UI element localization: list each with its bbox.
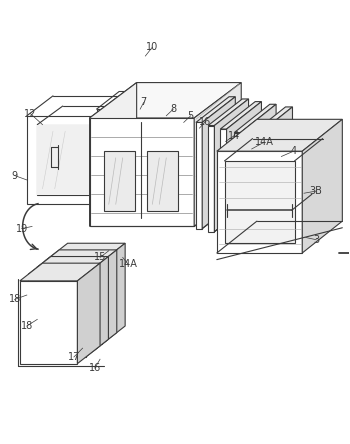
Text: 14: 14 xyxy=(228,131,240,141)
Polygon shape xyxy=(20,263,100,281)
Polygon shape xyxy=(249,136,256,242)
Polygon shape xyxy=(28,257,108,274)
Polygon shape xyxy=(37,125,114,195)
Text: 3: 3 xyxy=(313,235,319,245)
Polygon shape xyxy=(147,151,178,211)
Text: 7: 7 xyxy=(140,98,147,107)
Polygon shape xyxy=(208,126,215,232)
Text: 16: 16 xyxy=(198,117,211,127)
Text: 9: 9 xyxy=(12,170,18,181)
Polygon shape xyxy=(202,97,235,229)
Polygon shape xyxy=(234,104,276,133)
Polygon shape xyxy=(28,274,86,357)
Text: 18: 18 xyxy=(21,321,33,331)
Polygon shape xyxy=(196,123,202,229)
Text: 12: 12 xyxy=(24,109,36,119)
Text: 18: 18 xyxy=(8,294,21,305)
Polygon shape xyxy=(37,268,94,350)
Polygon shape xyxy=(103,243,125,344)
Polygon shape xyxy=(194,83,241,226)
Text: 16: 16 xyxy=(89,363,101,373)
Polygon shape xyxy=(45,261,103,344)
Polygon shape xyxy=(45,243,125,261)
Polygon shape xyxy=(224,161,295,243)
Text: 8: 8 xyxy=(170,104,176,114)
Text: 15: 15 xyxy=(94,252,106,262)
Polygon shape xyxy=(94,250,117,350)
Polygon shape xyxy=(97,109,116,209)
Text: 10: 10 xyxy=(146,42,159,52)
Polygon shape xyxy=(302,119,342,253)
Text: 5: 5 xyxy=(188,111,194,121)
Polygon shape xyxy=(37,250,117,268)
Polygon shape xyxy=(104,151,135,211)
Polygon shape xyxy=(256,107,293,242)
Polygon shape xyxy=(27,116,125,204)
Polygon shape xyxy=(220,129,226,235)
Text: 14A: 14A xyxy=(254,137,273,147)
Text: 19: 19 xyxy=(15,224,28,234)
Text: 14A: 14A xyxy=(119,259,137,269)
Polygon shape xyxy=(215,99,248,232)
Polygon shape xyxy=(90,83,241,118)
Polygon shape xyxy=(217,151,302,253)
Text: 3B: 3B xyxy=(310,186,323,196)
Polygon shape xyxy=(220,102,261,129)
Polygon shape xyxy=(90,118,194,226)
Polygon shape xyxy=(20,281,77,364)
Text: 4: 4 xyxy=(290,146,296,156)
Polygon shape xyxy=(240,104,276,239)
Polygon shape xyxy=(37,125,114,195)
Polygon shape xyxy=(86,257,108,357)
Text: 17: 17 xyxy=(68,352,80,362)
Polygon shape xyxy=(226,102,261,235)
Polygon shape xyxy=(208,99,248,126)
Polygon shape xyxy=(249,107,293,136)
Polygon shape xyxy=(234,133,240,239)
Polygon shape xyxy=(77,263,100,364)
Polygon shape xyxy=(217,119,342,151)
Polygon shape xyxy=(196,97,235,123)
Polygon shape xyxy=(90,83,136,226)
